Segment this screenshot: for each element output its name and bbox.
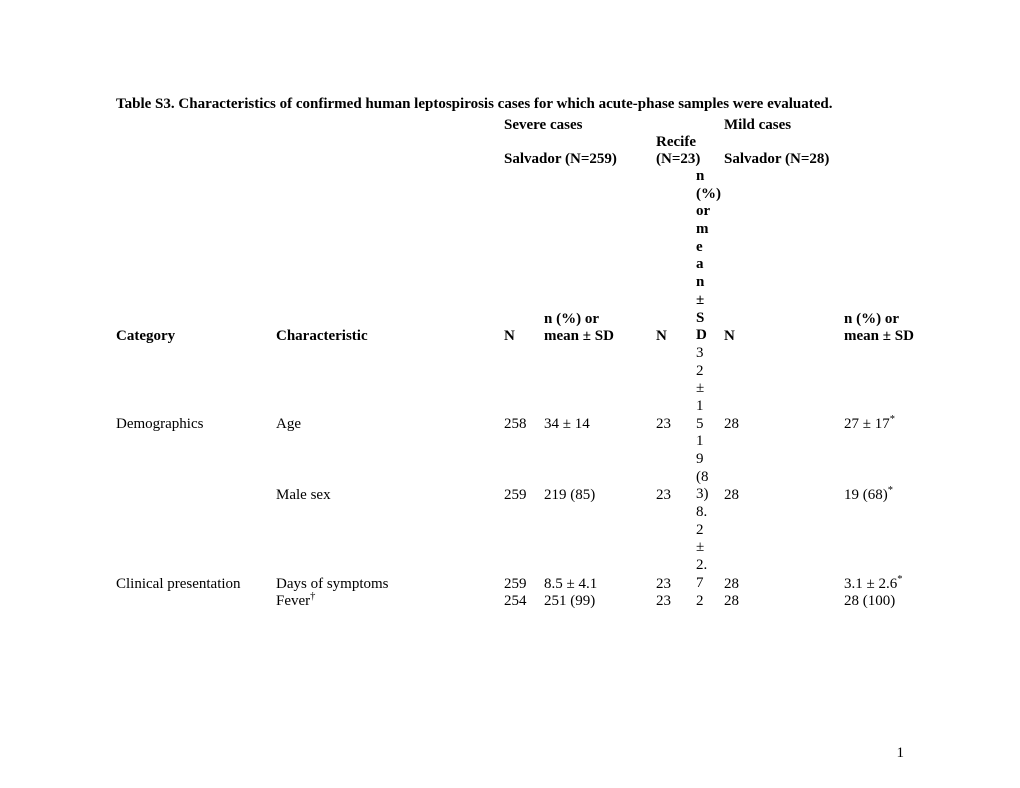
col-characteristic: Characteristic [276, 168, 504, 345]
cell-characteristic: Age [276, 345, 504, 433]
cell-n1: 254 [504, 593, 544, 611]
cell-category [116, 433, 276, 504]
salvador-severe-label: Salvador (N=259) [504, 134, 656, 168]
cell-v1: 251 (99) [544, 593, 656, 611]
col-npct-1-line2: mean ± SD [544, 328, 614, 344]
cell-v1: 219 (85) [544, 433, 656, 504]
cell-n3: 28 [724, 345, 844, 433]
cell-n3: 28 [724, 593, 844, 611]
footnote-marker: * [897, 574, 902, 585]
document-page: Table S3. Characteristics of confirmed h… [0, 0, 1020, 788]
footnote-marker: † [310, 591, 315, 602]
cell-v3: 19 (68)* [844, 433, 954, 504]
cell-v1: 34 ± 14 [544, 345, 656, 433]
cell-n2: 23 [656, 593, 696, 611]
col-n-1: N [504, 168, 544, 345]
cell-v1: 8.5 ± 4.1 [544, 504, 656, 592]
cell-category: Demographics [116, 345, 276, 433]
col-npct-1: n (%) or mean ± SD [544, 168, 656, 345]
table-row: Fever† 254 251 (99) 23 2 28 28 (100) [116, 593, 954, 611]
col-npct-2: n (%) or mean ± SD [696, 168, 710, 345]
cell-v2: 2 [696, 593, 710, 611]
table-row: Demographics Age 258 34 ± 14 23 32 ± 15 … [116, 345, 954, 433]
table-row: Clinical presentation Days of symptoms 2… [116, 504, 954, 592]
cell-v3: 27 ± 17* [844, 345, 954, 433]
col-npct-3-line1: n (%) or [844, 311, 899, 327]
footnote-marker: * [888, 485, 893, 496]
salvador-mild-label: Salvador (N=28) [724, 134, 954, 168]
cell-v2: 32 ± 15 [696, 345, 710, 433]
cell-characteristic: Male sex [276, 433, 504, 504]
cell-v2: 19 (83) [696, 433, 710, 504]
recife-label: Recife (N=23) [656, 134, 724, 168]
mild-label: Mild cases [724, 117, 954, 134]
severe-label: Severe cases [504, 117, 656, 134]
cell-n3: 28 [724, 433, 844, 504]
col-category: Category [116, 168, 276, 345]
col-npct-3: n (%) or mean ± SD [844, 168, 954, 345]
table-row: Male sex 259 219 (85) 23 19 (83) 28 19 (… [116, 433, 954, 504]
cell-v2: 8.2 ± 2.7 [696, 504, 710, 592]
col-npct-3-line2: mean ± SD [844, 328, 914, 344]
cell-n2: 23 [656, 433, 696, 504]
cell-n1: 259 [504, 433, 544, 504]
column-header-row: Category Characteristic N n (%) or mean … [116, 168, 954, 345]
col-n-3: N [724, 168, 844, 345]
cell-n2: 23 [656, 345, 696, 433]
cell-v3: 3.1 ± 2.6* [844, 504, 954, 592]
cell-category: Clinical presentation [116, 504, 276, 592]
col-n-2: N [656, 168, 696, 345]
group-header-row-2: Salvador (N=259) Recife (N=23) Salvador … [116, 134, 954, 168]
col-npct-1-line1: n (%) or [544, 311, 599, 327]
cell-characteristic: Days of symptoms [276, 504, 504, 592]
page-number: 1 [897, 745, 905, 762]
cell-n2: 23 [656, 504, 696, 592]
cell-n1: 258 [504, 345, 544, 433]
group-header-row-1: Severe cases Mild cases [116, 117, 954, 134]
cell-v3: 28 (100) [844, 593, 954, 611]
data-table: Severe cases Mild cases Salvador (N=259)… [116, 117, 954, 610]
cell-characteristic: Fever† [276, 593, 504, 611]
footnote-marker: * [890, 414, 895, 425]
cell-category [116, 593, 276, 611]
table-title: Table S3. Characteristics of confirmed h… [116, 96, 904, 113]
cell-n1: 259 [504, 504, 544, 592]
cell-n3: 28 [724, 504, 844, 592]
